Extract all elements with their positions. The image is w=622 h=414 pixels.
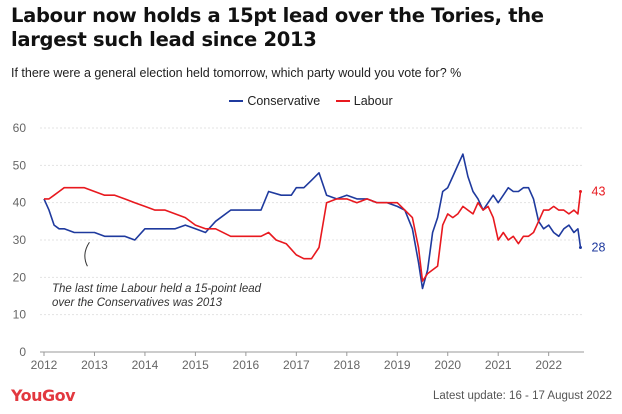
x-tick-label: 2019 [384,358,411,372]
series-line-conservative [43,153,582,290]
chart-title: Labour now holds a 15pt lead over the To… [11,4,544,51]
annotation-arrow [84,241,90,267]
legend-label-conservative: Conservative [247,94,321,108]
annotation-text-line: The last time Labour held a 15-point lea… [52,283,262,295]
x-tick-label: 2016 [233,358,260,372]
x-tick-label: 2020 [434,358,461,372]
legend-swatch-labour [335,99,350,102]
x-tick-label: 2013 [81,358,108,372]
end-label-labour: 43 [592,184,606,198]
legend-item-labour: Labour [335,94,393,108]
y-tick-label: 60 [13,121,27,135]
legend-swatch-conservative [229,99,244,102]
x-tick-label: 2018 [333,358,360,372]
x-tick-label: 2012 [31,358,58,372]
y-tick-label: 40 [13,196,27,210]
y-tick-label: 0 [19,345,26,359]
legend: Conservative Labour [0,94,622,108]
x-tick-label: 2015 [182,358,209,372]
x-tick-label: 2017 [283,358,310,372]
series-endpoint-conservative [578,245,582,249]
y-tick-label: 10 [13,308,27,322]
x-tick-label: 2014 [132,358,159,372]
latest-update: Latest update: 16 - 17 August 2022 [432,390,612,402]
y-tick-label: 50 [13,158,27,172]
series-line-labour [44,186,582,282]
x-tick-label: 2022 [535,358,562,372]
legend-label-labour: Labour [353,94,393,108]
yougov-logo: YouGov [11,386,76,405]
x-tick-label: 2021 [485,358,512,372]
end-label-conservative: 28 [592,240,606,254]
series-endpoint-labour [578,189,582,193]
y-tick-label: 30 [13,233,27,247]
chart-subtitle: If there were a general election held to… [11,66,462,80]
y-tick-label: 20 [13,270,27,284]
legend-item-conservative: Conservative [229,94,320,108]
annotation-text-line: over the Conservatives was 2013 [52,297,223,309]
